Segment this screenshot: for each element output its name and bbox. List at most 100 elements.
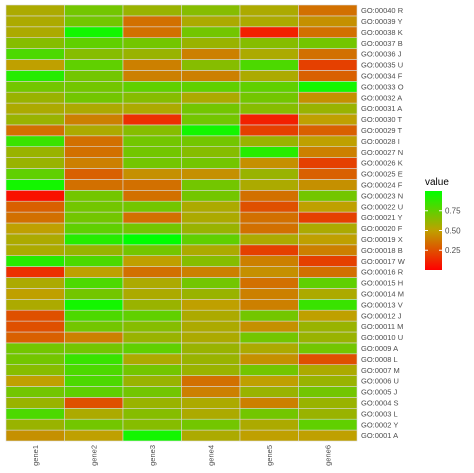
heatmap-cell: [64, 375, 124, 387]
legend-colorbar: [425, 191, 442, 270]
heatmap-cell: [181, 255, 241, 267]
heatmap-cell: [239, 353, 299, 365]
heatmap-cell: [181, 168, 241, 180]
x-tick-label: gene1: [31, 445, 40, 466]
heatmap-cell: [239, 113, 299, 126]
heatmap-cell: [5, 386, 65, 398]
x-tick-label: gene6: [323, 445, 332, 466]
y-tick-label: GO:0009 A: [361, 344, 398, 353]
heatmap-cell: [181, 429, 241, 442]
heatmap-cell: [64, 233, 124, 246]
heatmap-cell: [298, 364, 358, 376]
heatmap-cell: [64, 222, 124, 235]
heatmap-cell: [122, 124, 182, 137]
heatmap-cell: [239, 222, 299, 235]
heatmap-cell: [122, 397, 182, 409]
heatmap-cell: [5, 331, 65, 344]
heatmap-cell: [298, 288, 358, 300]
heatmap-cell: [181, 91, 241, 104]
heatmap-cell: [298, 353, 358, 365]
heatmap-cell: [5, 168, 65, 180]
y-tick-label: GO:00021 Y: [361, 213, 403, 222]
heatmap-cell: [239, 320, 299, 333]
heatmap-cell: [122, 102, 182, 115]
heatmap-cell: [181, 26, 241, 38]
heatmap-cell: [298, 157, 358, 169]
y-tick-label: GO:00019 X: [361, 235, 403, 244]
heatmap-cell: [5, 70, 65, 82]
heatmap-cell: [298, 200, 358, 213]
heatmap-cell: [298, 233, 358, 246]
y-tick-label: GO:00016 R: [361, 268, 404, 277]
heatmap-cell: [64, 190, 124, 202]
heatmap-cell: [64, 59, 124, 71]
y-tick-label: GO:00024 F: [361, 180, 403, 189]
x-axis-labels: gene1 gene2 gene3 gene4 gene5 gene6: [31, 445, 333, 466]
heatmap-cell: [122, 386, 182, 398]
heatmap-cell: [5, 91, 65, 104]
heatmap-cell: [5, 190, 65, 202]
heatmap-cell: [298, 418, 358, 431]
heatmap-cell: [239, 168, 299, 180]
heatmap-cells: [5, 4, 358, 442]
y-tick-label: GO:0002 Y: [361, 420, 398, 429]
heatmap-cell: [239, 342, 299, 355]
legend-ticks: 0.25 0.50 0.75: [425, 207, 461, 255]
heatmap-cell: [298, 309, 358, 322]
heatmap-cell: [181, 288, 241, 300]
heatmap-cell: [5, 255, 65, 267]
heatmap-cell: [298, 407, 358, 420]
heatmap-cell: [5, 429, 65, 442]
heatmap-cell: [181, 146, 241, 158]
y-tick-label: GO:00023 N: [361, 191, 403, 200]
heatmap-cell: [298, 255, 358, 267]
heatmap-cell: [181, 211, 241, 224]
heatmap-cell: [64, 211, 124, 224]
heatmap-cell: [181, 135, 241, 148]
heatmap-cell: [64, 266, 124, 278]
heatmap-cell: [181, 397, 241, 409]
heatmap-cell: [181, 298, 241, 311]
heatmap-cell: [298, 81, 358, 93]
heatmap-cell: [239, 255, 299, 267]
heatmap-cell: [298, 179, 358, 191]
heatmap-cell: [64, 298, 124, 311]
heatmap-cell: [122, 407, 182, 420]
y-tick-label: GO:00017 W: [361, 257, 406, 266]
heatmap-cell: [298, 244, 358, 257]
y-tick-label: GO:00014 M: [361, 289, 404, 298]
heatmap-cell: [181, 81, 241, 93]
heatmap-cell: [181, 102, 241, 115]
y-tick-label: GO:0008 L: [361, 355, 398, 364]
heatmap-cell: [5, 135, 65, 148]
heatmap-cell: [239, 418, 299, 431]
heatmap-cell: [122, 91, 182, 104]
heatmap-cell: [298, 320, 358, 333]
heatmap-cell: [298, 211, 358, 224]
heatmap-cell: [298, 277, 358, 289]
heatmap-cell: [122, 364, 182, 376]
heatmap-cell: [181, 59, 241, 71]
heatmap-cell: [181, 375, 241, 387]
heatmap-cell: [64, 26, 124, 38]
heatmap-cell: [122, 37, 182, 49]
y-tick-label: GO:00039 Y: [361, 17, 403, 26]
heatmap-cell: [122, 157, 182, 169]
heatmap-cell: [181, 179, 241, 191]
heatmap-cell: [5, 298, 65, 311]
y-tick-label: GO:00027 N: [361, 148, 403, 157]
heatmap-cell: [181, 309, 241, 322]
heatmap-cell: [181, 364, 241, 376]
heatmap-cell: [5, 102, 65, 115]
heatmap-cell: [239, 331, 299, 344]
heatmap-cell: [181, 4, 241, 17]
x-tick-label: gene2: [89, 445, 98, 466]
y-tick-label: GO:00031 A: [361, 104, 402, 113]
heatmap-cell: [298, 135, 358, 148]
y-tick-label: GO:00034 F: [361, 71, 403, 80]
heatmap-cell: [5, 179, 65, 191]
heatmap-cell: [298, 4, 358, 17]
heatmap-cell: [64, 102, 124, 115]
y-tick-label: GO:0005 J: [361, 388, 398, 397]
x-tick-label: gene5: [265, 445, 274, 466]
